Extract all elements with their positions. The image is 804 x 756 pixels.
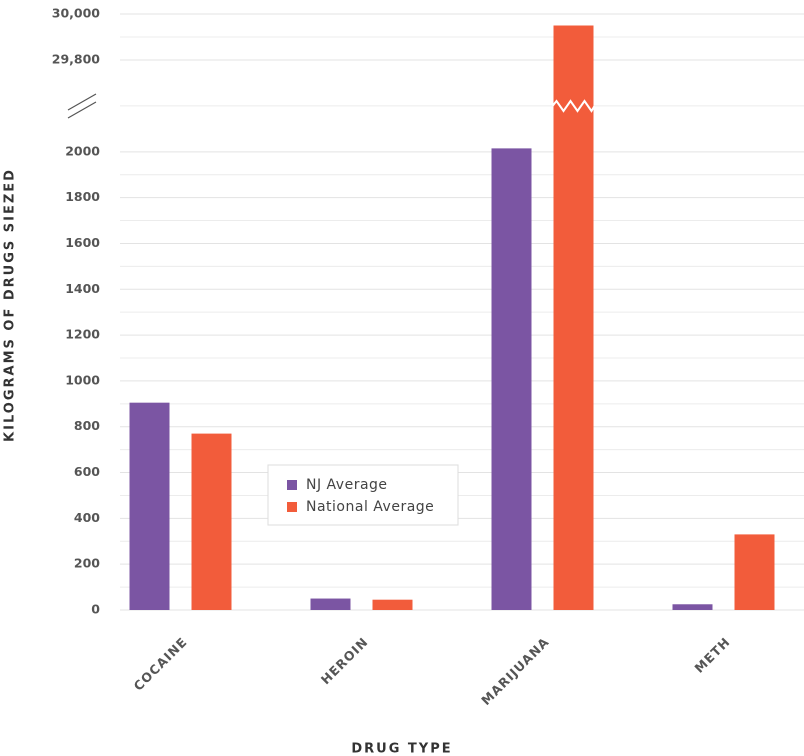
bar [553, 25, 594, 610]
legend-box [267, 464, 459, 526]
bar-break-mark [551, 99, 596, 113]
legend-label: NJ Average [306, 477, 388, 493]
y-tick-label: 200 [74, 556, 100, 571]
y-tick-label: 1200 [65, 327, 100, 342]
bars [129, 25, 775, 610]
bar [734, 534, 775, 610]
y-tick-label: 0 [91, 602, 100, 617]
legend-swatch [287, 480, 297, 490]
axis-break-symbol [67, 93, 97, 119]
y-tick-label: 600 [74, 464, 100, 479]
x-tick-label: MARIJUANA [478, 634, 552, 708]
bar [310, 598, 351, 610]
x-tick-label: COCAINE [130, 634, 190, 694]
x-axis-title: DRUG TYPE [351, 742, 452, 756]
y-tick-label: 1400 [65, 281, 100, 296]
bar [491, 148, 532, 610]
bar [191, 433, 232, 610]
y-tick-label: 1800 [65, 189, 100, 204]
y-tick-label: 400 [74, 510, 100, 525]
y-axis-title: KILOGRAMS OF DRUGS SIEZED [3, 168, 18, 442]
x-tick-label: HEROIN [318, 634, 371, 687]
x-tick-label: METH [691, 634, 733, 676]
y-tick-label: 1600 [65, 235, 100, 250]
y-tick-label: 30,000 [52, 6, 101, 21]
y-tick-label: 800 [74, 418, 100, 433]
grid [120, 13, 804, 611]
legend-swatch [287, 502, 297, 512]
bar [372, 599, 413, 610]
y-tick-label: 29,800 [52, 52, 101, 67]
legend: NJ Average National Average [267, 464, 459, 526]
bar [672, 604, 713, 610]
legend-label: National Average [306, 499, 434, 515]
y-tick-label: 1000 [65, 372, 100, 387]
y-tick-label: 2000 [65, 143, 100, 158]
bar [129, 402, 170, 610]
